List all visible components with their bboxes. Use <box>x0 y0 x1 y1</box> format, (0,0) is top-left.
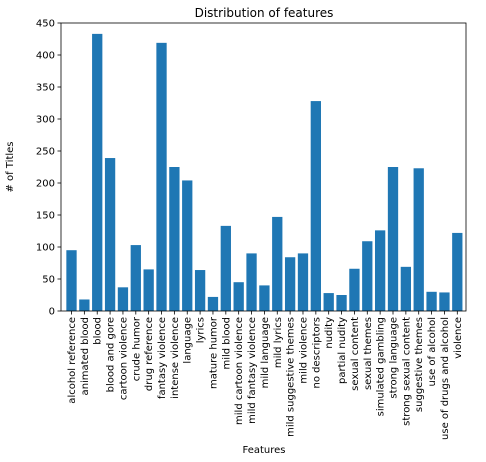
bar-lyrics <box>194 270 206 311</box>
x-tick-label: mild language <box>260 317 271 388</box>
chart-title: Distribution of features <box>195 6 334 20</box>
bar-crude-humor <box>130 245 141 311</box>
bar-drug-reference <box>143 269 154 311</box>
bar-blood-and-gore <box>104 158 116 311</box>
bar-fantasy-violence <box>156 42 167 312</box>
x-tick-label: alcohol reference <box>67 317 78 404</box>
y-tick-label: 200 <box>36 179 55 190</box>
x-tick-label: mild fantasy violence <box>247 317 258 424</box>
bar-use-of-drugs-and-alcohol <box>439 292 450 311</box>
bar-violence <box>452 232 463 311</box>
bar-sexual-content <box>349 268 360 311</box>
y-axis-label: # of Titles <box>5 141 16 192</box>
y-tick-label: 100 <box>36 243 55 254</box>
x-tick-label: use of alcohol <box>427 317 438 386</box>
x-tick-label: intense violence <box>170 317 181 399</box>
y-tick-label: 50 <box>42 275 55 286</box>
bar-no-descriptors <box>310 101 321 311</box>
x-tick-label: blood <box>93 317 104 345</box>
bar-mature-humor <box>207 296 219 311</box>
bar-animated-blood <box>79 299 90 311</box>
x-axis-label: Features <box>243 445 286 456</box>
x-tick-label: mature humor <box>208 316 219 389</box>
x-tick-label: crude humor <box>131 316 142 381</box>
bar-suggestive-themes <box>413 168 424 311</box>
bar-partial-nudity <box>336 295 347 311</box>
x-tick-label: simulated gambling <box>376 317 387 416</box>
y-tick-label: 250 <box>36 147 55 158</box>
bar-mild-language <box>259 285 270 311</box>
x-tick-label: mild blood <box>221 317 232 370</box>
bar-language <box>182 180 193 311</box>
y-tick-label: 400 <box>36 51 55 62</box>
y-tick-label: 300 <box>36 115 55 126</box>
y-tick-label: 450 <box>36 19 55 30</box>
x-tick-label: strong sexual content <box>401 317 412 426</box>
bar-use-of-alcohol <box>426 291 437 311</box>
x-tick-label: mild cartoon violence <box>234 317 245 425</box>
bar-simulated-gambling <box>374 230 386 311</box>
bar-nudity <box>323 293 334 311</box>
y-tick-label: 0 <box>49 307 55 318</box>
y-tick-label: 350 <box>36 83 55 94</box>
x-tick-label: sexual themes <box>363 317 374 390</box>
bar-sexual-themes <box>362 241 373 311</box>
bar-alcohol-reference <box>66 250 77 311</box>
bars-group <box>66 33 463 312</box>
y-axis: 0 50 100 150 200 250 300 350 400 450 <box>36 19 61 318</box>
bar-mild-blood <box>220 225 231 311</box>
x-tick-label: violence <box>453 317 464 359</box>
x-tick-label: blood and gore <box>106 317 117 392</box>
x-axis: alcohol reference animated blood blood bloo… <box>67 311 464 440</box>
x-tick-label: sexual content <box>350 317 361 391</box>
x-tick-label: use of drugs and alcohol <box>440 317 451 440</box>
x-tick-label: partial nudity <box>337 317 348 384</box>
x-tick-label: suggestive themes <box>414 317 425 412</box>
x-tick-label: mild violence <box>298 317 309 384</box>
x-tick-label: mild lyrics <box>273 317 284 368</box>
x-tick-label: strong language <box>389 317 400 399</box>
bar-mild-lyrics <box>272 216 283 311</box>
x-tick-label: no descriptors <box>311 317 322 388</box>
x-tick-label: fantasy violence <box>157 317 168 399</box>
bar-mild-violence <box>297 253 309 311</box>
bar-intense-violence <box>169 167 180 311</box>
x-tick-label: lyrics <box>196 317 207 343</box>
bar-mild-suggestive-themes <box>284 257 296 311</box>
bar-strong-language <box>387 167 399 311</box>
bar-cartoon-violence <box>117 287 129 311</box>
bar-blood <box>92 33 103 311</box>
plot-frame <box>60 22 467 312</box>
x-tick-label: animated blood <box>80 317 91 395</box>
x-tick-label: cartoon violence <box>118 317 129 400</box>
x-tick-label: drug reference <box>144 317 155 391</box>
x-tick-label: mild suggestive themes <box>286 317 297 437</box>
x-tick-label: language <box>183 317 194 364</box>
bar-strong-sexual-content <box>400 266 412 311</box>
y-tick-label: 150 <box>36 211 55 222</box>
x-tick-label: nudity <box>324 317 335 349</box>
bar-mild-cartoon-violence <box>233 282 244 311</box>
bar-mild-fantasy-violence <box>246 253 257 311</box>
